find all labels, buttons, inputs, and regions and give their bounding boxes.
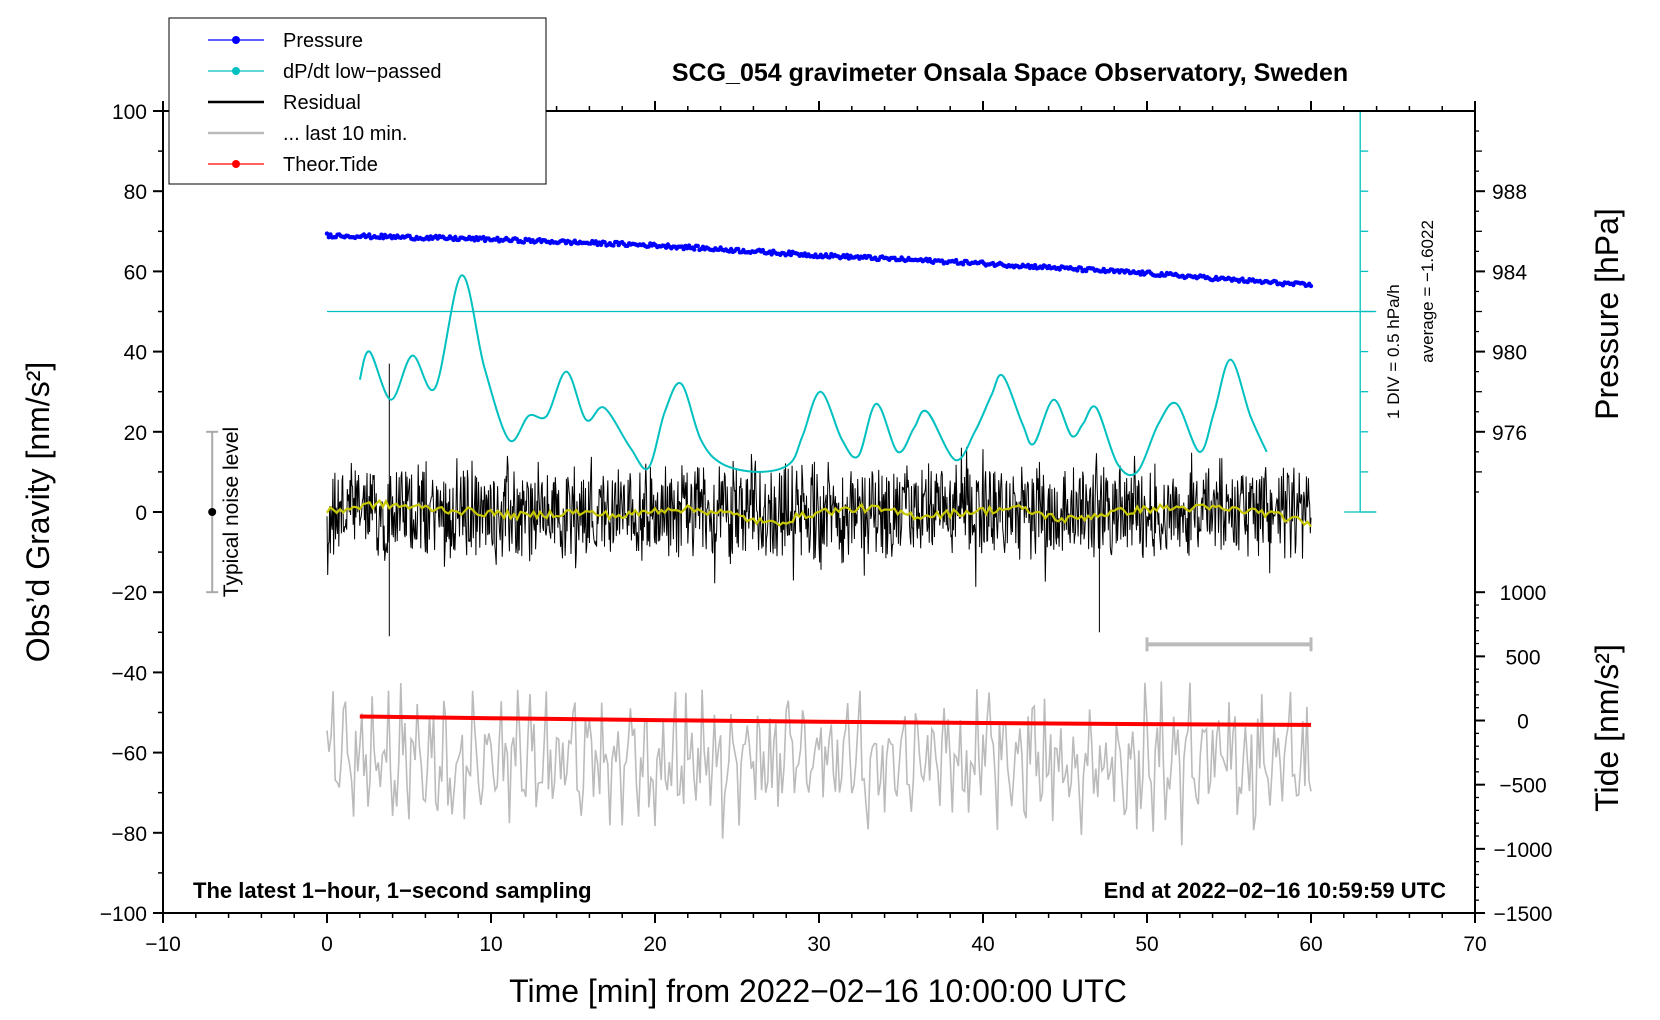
tide-tick-label: 1000 — [1500, 582, 1547, 605]
x-tick-label: −10 — [145, 933, 181, 956]
residual-series — [326, 363, 1312, 637]
pressure-point — [495, 235, 500, 240]
y-tick-label: −40 — [111, 662, 147, 685]
x-tick-label: 50 — [1135, 933, 1158, 956]
x-tick-label: 30 — [807, 933, 830, 956]
legend-swatch-dot — [232, 160, 240, 168]
pressure-point — [377, 235, 382, 241]
y-tick-label: 40 — [124, 342, 147, 365]
x-axis-title: Time [min] from 2022−02−16 10:00:00 UTC — [509, 973, 1127, 1009]
y-tick-label: −20 — [111, 582, 147, 605]
noise-bar-center — [208, 508, 217, 516]
x-tick-label: 70 — [1463, 933, 1486, 956]
annotation-sampling: The latest 1−hour, 1−second sampling — [193, 878, 592, 903]
annotation-end-time: End at 2022−02−16 10:59:59 UTC — [1104, 878, 1447, 903]
x-tick-label: 10 — [479, 933, 502, 956]
pressure-point — [324, 231, 330, 236]
x-tick-label: 40 — [971, 933, 994, 956]
pressure-point — [381, 236, 386, 241]
pressure-point — [953, 257, 959, 263]
pressure-point — [1140, 269, 1145, 274]
pressure-point — [481, 234, 486, 240]
pressure-tick-label: 980 — [1492, 342, 1527, 365]
pressure-point — [611, 243, 616, 248]
pressure-point — [681, 246, 686, 252]
legend-label: Theor.Tide — [283, 154, 378, 176]
y-tick-label: −80 — [111, 823, 147, 846]
x-tick-label: 20 — [643, 933, 666, 956]
pressure-series — [324, 231, 1314, 289]
pressure-point — [602, 240, 607, 245]
y-tick-label: 100 — [112, 101, 147, 124]
x-tick-label: 60 — [1299, 933, 1322, 956]
tide-tick-label: −1000 — [1494, 839, 1553, 862]
legend-label: dP/dt low−passed — [283, 61, 441, 83]
y-axis-title-tide: Tide [nm/s²] — [1589, 644, 1625, 812]
pressure-point — [960, 262, 966, 267]
y-tick-label: 80 — [124, 181, 147, 204]
plot-layer — [206, 110, 1377, 846]
y-tick-label: −60 — [111, 743, 147, 766]
x-tick-label: 0 — [321, 933, 333, 956]
pressure-point — [1075, 268, 1080, 273]
legend-label: Pressure — [283, 30, 363, 52]
pressure-point — [788, 252, 794, 258]
pressure-point — [379, 232, 384, 237]
theor-tide-series — [359, 714, 1312, 727]
pressure-tick-label: 988 — [1492, 181, 1527, 204]
pressure-point — [786, 249, 792, 254]
y-tick-label: 20 — [124, 422, 147, 445]
tide-tick-label: 500 — [1505, 646, 1540, 669]
pressure-scale-label: 1 DIV = 0.5 hPa/h — [1384, 284, 1403, 419]
pressure-point — [769, 252, 774, 257]
legend-label: ... last 10 min. — [283, 123, 408, 145]
residual-smoothed-series — [326, 498, 1312, 528]
pressure-point — [1078, 265, 1084, 270]
tide-tick-label: 0 — [1517, 711, 1529, 734]
pressure-point — [692, 247, 697, 252]
pressure-point — [1308, 283, 1314, 289]
text-layer: Typical noise level 1 DIV = 0.5 hPa/h aver… — [20, 59, 1625, 1009]
pressure-point — [844, 252, 850, 258]
pressure-point — [472, 238, 477, 243]
legend-swatch-dot — [232, 36, 240, 44]
last-10-min-series — [326, 681, 1312, 846]
pressure-point — [1032, 263, 1038, 268]
y-tick-label: −100 — [100, 903, 147, 926]
pressure-point — [593, 239, 598, 244]
y-tick-label: 0 — [135, 502, 147, 525]
y-tick-label: 60 — [124, 261, 147, 284]
dpdt-series — [358, 274, 1268, 477]
pressure-point — [827, 255, 832, 260]
noise-level-label: Typical noise level — [220, 427, 243, 597]
pressure-tick-label: 984 — [1492, 261, 1527, 284]
pressure-point — [663, 245, 669, 250]
chart-title: SCG_054 gravimeter Onsala Space Observat… — [672, 59, 1348, 87]
pressure-point — [736, 246, 741, 252]
pressure-point — [695, 243, 700, 249]
pressure-point — [521, 240, 526, 245]
y-axis-title-pressure: Pressure [hPa] — [1589, 208, 1625, 420]
legend-swatch-dot — [232, 67, 240, 75]
tide-tick-label: −1500 — [1494, 903, 1553, 926]
legend: Pressure dP/dt low−passed Residual ... last… — [168, 17, 547, 185]
frame-layer — [153, 101, 1485, 923]
pressure-tick-label: 976 — [1492, 422, 1527, 445]
y-axis-title-left: Obs’d Gravity [nm/s²] — [20, 362, 56, 663]
pressure-scale-average: average = −1.6022 — [1418, 220, 1437, 363]
tide-tick-label: −500 — [1499, 775, 1546, 798]
legend-label: Residual — [283, 92, 361, 114]
pressure-point — [367, 232, 372, 237]
